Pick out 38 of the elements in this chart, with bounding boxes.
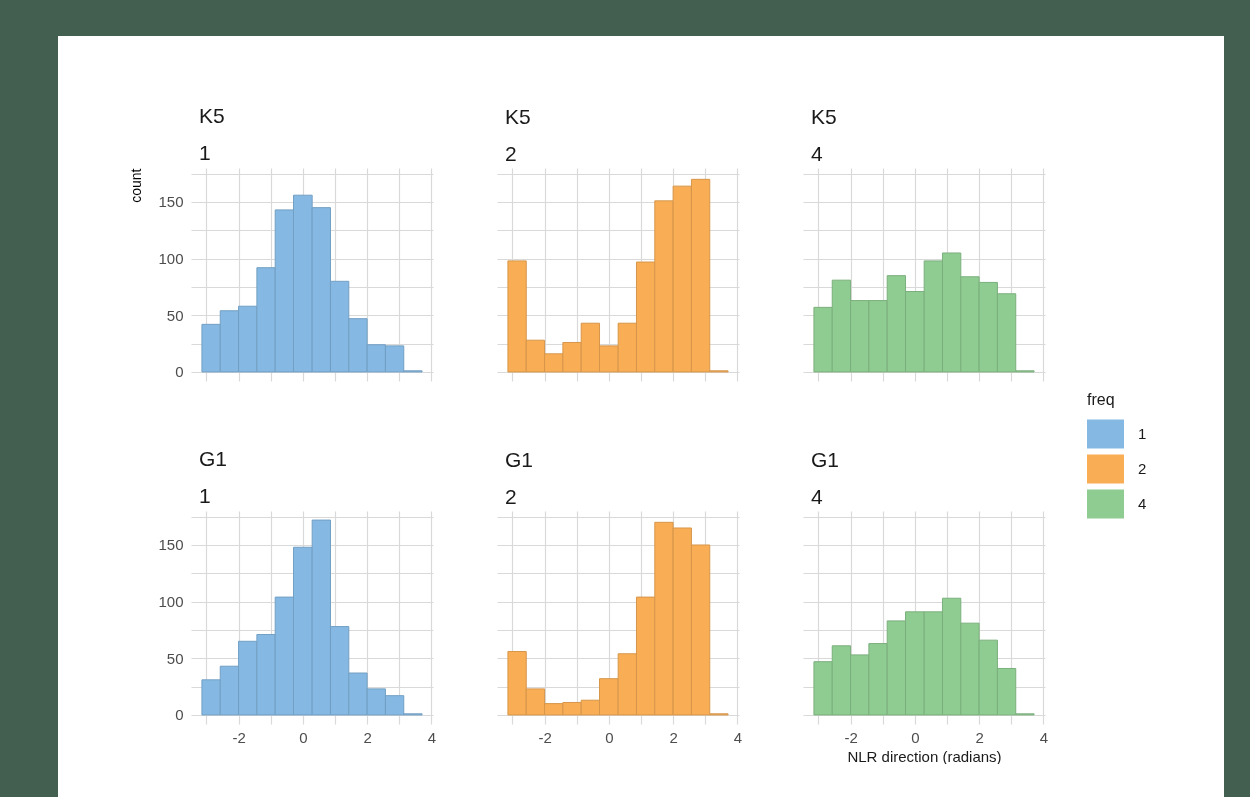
chart-subtitle: 1 — [199, 140, 211, 164]
y-tick-label: 150 — [158, 193, 184, 211]
y-tick-label: 50 — [166, 649, 184, 667]
y-tick-label: 150 — [158, 536, 184, 554]
chart-title: G1 — [199, 446, 228, 470]
legend-label: 2 — [1138, 460, 1147, 477]
chart-subtitle: 4 — [811, 485, 823, 508]
chart-title: G1 — [505, 448, 534, 471]
legend-label: 4 — [1138, 495, 1147, 512]
legend-title: freq — [1087, 390, 1115, 408]
chart-title: K5 — [199, 103, 225, 127]
y-tick-label: 50 — [166, 306, 184, 324]
chart-subtitle: 2 — [505, 485, 517, 508]
y-tick-label: 0 — [175, 363, 184, 381]
x-tick-label: 0 — [605, 728, 614, 746]
chart-title: G1 — [811, 448, 840, 471]
x-tick-label: 0 — [911, 728, 920, 746]
y-tick-label: 0 — [175, 706, 184, 724]
y-tick-label: 100 — [158, 593, 184, 611]
chart-subtitle: 2 — [505, 142, 517, 165]
x-tick-label: 2 — [975, 728, 984, 746]
x-tick-label: 4 — [733, 728, 743, 746]
x-tick-label: -2 — [232, 728, 246, 746]
y-tick-label: 100 — [158, 250, 184, 268]
x-axis-title: NLR direction (radians) — [847, 747, 1002, 765]
y-axis-title: count — [128, 168, 145, 203]
x-tick-label: 2 — [669, 728, 678, 746]
x-tick-label: 2 — [363, 728, 372, 746]
x-tick-label: 4 — [1039, 728, 1049, 746]
legend-label: 1 — [1138, 425, 1147, 442]
x-tick-label: 0 — [299, 728, 308, 746]
x-tick-label: -2 — [538, 728, 552, 746]
chart-subtitle: 1 — [199, 483, 211, 507]
chart-subtitle: 4 — [811, 142, 823, 165]
chart-title: K5 — [811, 105, 837, 128]
x-tick-label: -2 — [844, 728, 858, 746]
x-tick-label: 4 — [427, 728, 437, 746]
chart-title: K5 — [505, 105, 531, 128]
